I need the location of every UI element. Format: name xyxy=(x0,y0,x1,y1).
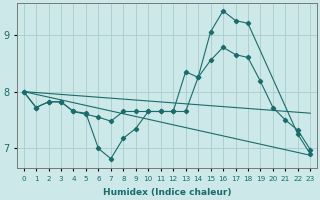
X-axis label: Humidex (Indice chaleur): Humidex (Indice chaleur) xyxy=(103,188,231,197)
